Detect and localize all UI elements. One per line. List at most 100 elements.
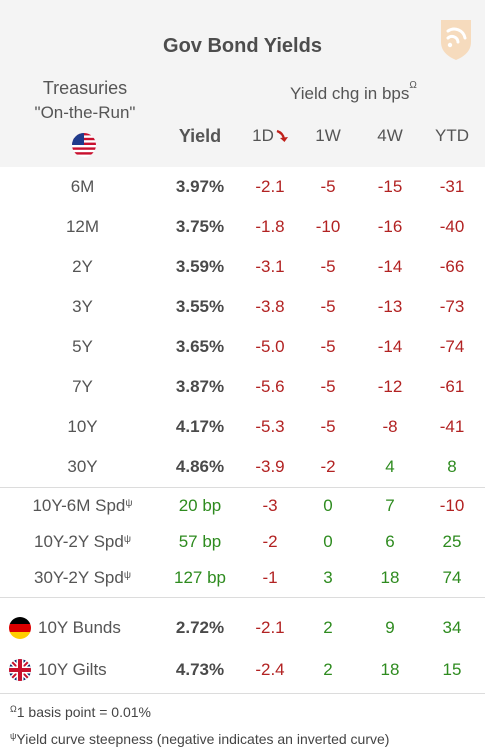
yield-value: 3.75% (175, 217, 225, 236)
change-ytd: -41 (439, 417, 465, 436)
table-row[interactable]: 3Y 3.55% -3.8 -5 -13 -73 (0, 287, 485, 327)
change-1d: -2.1 (255, 177, 285, 196)
yield-value: 3.97% (175, 177, 225, 196)
footnote-steepness: ψYield curve steepness (negative indicat… (10, 731, 389, 747)
change-ytd: -10 (439, 496, 465, 515)
uk-flag-icon (9, 659, 31, 681)
change-4w: 18 (380, 660, 400, 679)
change-4w: 9 (385, 618, 395, 637)
change-1d: -5.6 (255, 377, 285, 396)
tenor-label: 30Y (67, 457, 98, 476)
tenor-label: 5Y (72, 337, 93, 356)
table-row[interactable]: 10Y Bunds 2.72% -2.1 2 9 34 (0, 607, 485, 649)
spread-row[interactable]: 10Y-6M Spdψ 20 bp -3 0 7 -10 (0, 488, 485, 524)
change-1d: -2.4 (255, 660, 285, 679)
change-1d: -3 (262, 496, 278, 515)
change-1w: 3 (323, 568, 333, 587)
on-the-run-label: "On-the-Run" (34, 103, 136, 122)
change-1d: -5.0 (255, 337, 285, 356)
change-ytd: 74 (442, 568, 462, 587)
yield-change-text: Yield chg in bps (290, 84, 410, 103)
spread-row[interactable]: 10Y-2Y Spdψ 57 bp -2 0 6 25 (0, 524, 485, 560)
change-ytd: -40 (439, 217, 465, 236)
change-4w: -15 (377, 177, 403, 196)
yield-value: 4.86% (175, 457, 225, 476)
change-1d: -3.9 (255, 457, 285, 476)
tenor-label: 2Y (72, 257, 93, 276)
table-row[interactable]: 5Y 3.65% -5.0 -5 -14 -74 (0, 327, 485, 367)
omega-footnote-symbol: Ω (10, 704, 17, 714)
change-ytd: -61 (439, 377, 465, 396)
change-1w: -2 (320, 457, 336, 476)
psi-footnote-marker: ψ (125, 498, 133, 509)
divider (0, 693, 485, 694)
change-1d: -1 (262, 568, 278, 587)
brand-logo-icon (441, 20, 471, 60)
table-row[interactable]: 7Y 3.87% -5.6 -5 -12 -61 (0, 367, 485, 407)
spread-value: 127 bp (174, 568, 226, 587)
change-ytd: -66 (439, 257, 465, 276)
yield-value: 4.73% (175, 660, 225, 679)
bond-name: 10Y Gilts (38, 660, 107, 679)
tenor-label: 6M (70, 177, 95, 196)
change-ytd: 25 (442, 532, 462, 551)
yield-value: 2.72% (175, 618, 225, 637)
change-ytd: 15 (442, 660, 462, 679)
change-1w: 0 (323, 496, 333, 515)
change-1w: -5 (320, 257, 336, 276)
tenor-label: 10Y (67, 417, 98, 436)
table-row[interactable]: 10Y Gilts 4.73% -2.4 2 18 15 (0, 649, 485, 691)
change-4w: -8 (382, 417, 398, 436)
sort-descending-icon[interactable] (275, 129, 289, 143)
yield-change-label: Yield chg in bpsΩ (290, 80, 417, 104)
change-ytd: -73 (439, 297, 465, 316)
column-header-1d[interactable]: 1D (245, 126, 295, 146)
column-header-yield: Yield (178, 126, 222, 146)
column-header-1d-label: 1D (252, 126, 274, 145)
change-1w: -5 (320, 297, 336, 316)
change-1d: -3.1 (255, 257, 285, 276)
yield-value: 3.59% (175, 257, 225, 276)
germany-flag-icon (9, 617, 31, 639)
psi-footnote-symbol: ψ (10, 731, 17, 741)
table-row[interactable]: 30Y 4.86% -3.9 -2 4 8 (0, 447, 485, 487)
spread-row[interactable]: 30Y-2Y Spdψ 127 bp -1 3 18 74 (0, 560, 485, 596)
table-row[interactable]: 6M 3.97% -2.1 -5 -15 -31 (0, 167, 485, 207)
change-1w: -5 (320, 417, 336, 436)
change-1d: -2.1 (255, 618, 285, 637)
bond-name: 10Y Bunds (38, 618, 121, 637)
divider (0, 487, 485, 488)
change-4w: 18 (380, 568, 400, 587)
footnote-steepness-text: Yield curve steepness (negative indicate… (16, 731, 390, 747)
change-4w: -14 (377, 337, 403, 356)
spread-label: 30Y-2Y Spdψ (0, 560, 165, 599)
tenor-label: 7Y (72, 377, 93, 396)
us-flag-icon (72, 133, 96, 157)
change-ytd: 34 (442, 618, 462, 637)
omega-footnote-marker: Ω (409, 80, 417, 92)
column-header-ytd[interactable]: YTD (435, 126, 469, 145)
change-4w: -12 (377, 377, 403, 396)
change-ytd: -31 (439, 177, 465, 196)
change-4w: -14 (377, 257, 403, 276)
yield-value: 3.87% (175, 377, 225, 396)
spread-value: 57 bp (178, 532, 222, 551)
spread-name: 10Y-2Y Spd (34, 532, 124, 551)
column-header-4w[interactable]: 4W (377, 126, 403, 145)
tenor-label: 12M (65, 217, 100, 236)
change-1w: 2 (323, 618, 333, 637)
table-row[interactable]: 12M 3.75% -1.8 -10 -16 -40 (0, 207, 485, 247)
yield-value: 4.17% (175, 417, 225, 436)
table-row[interactable]: 2Y 3.59% -3.1 -5 -14 -66 (0, 247, 485, 287)
column-header-1w[interactable]: 1W (315, 126, 341, 145)
table-row[interactable]: 10Y 4.17% -5.3 -5 -8 -41 (0, 407, 485, 447)
tenor-label: 3Y (72, 297, 93, 316)
change-4w: 6 (385, 532, 395, 551)
treasuries-label: Treasuries (42, 78, 128, 98)
change-1w: -5 (320, 337, 336, 356)
change-4w: 4 (385, 457, 395, 476)
spread-value: 20 bp (178, 496, 222, 515)
change-1d: -5.3 (255, 417, 285, 436)
spread-name: 30Y-2Y Spd (34, 568, 124, 587)
change-ytd: -74 (439, 337, 465, 356)
